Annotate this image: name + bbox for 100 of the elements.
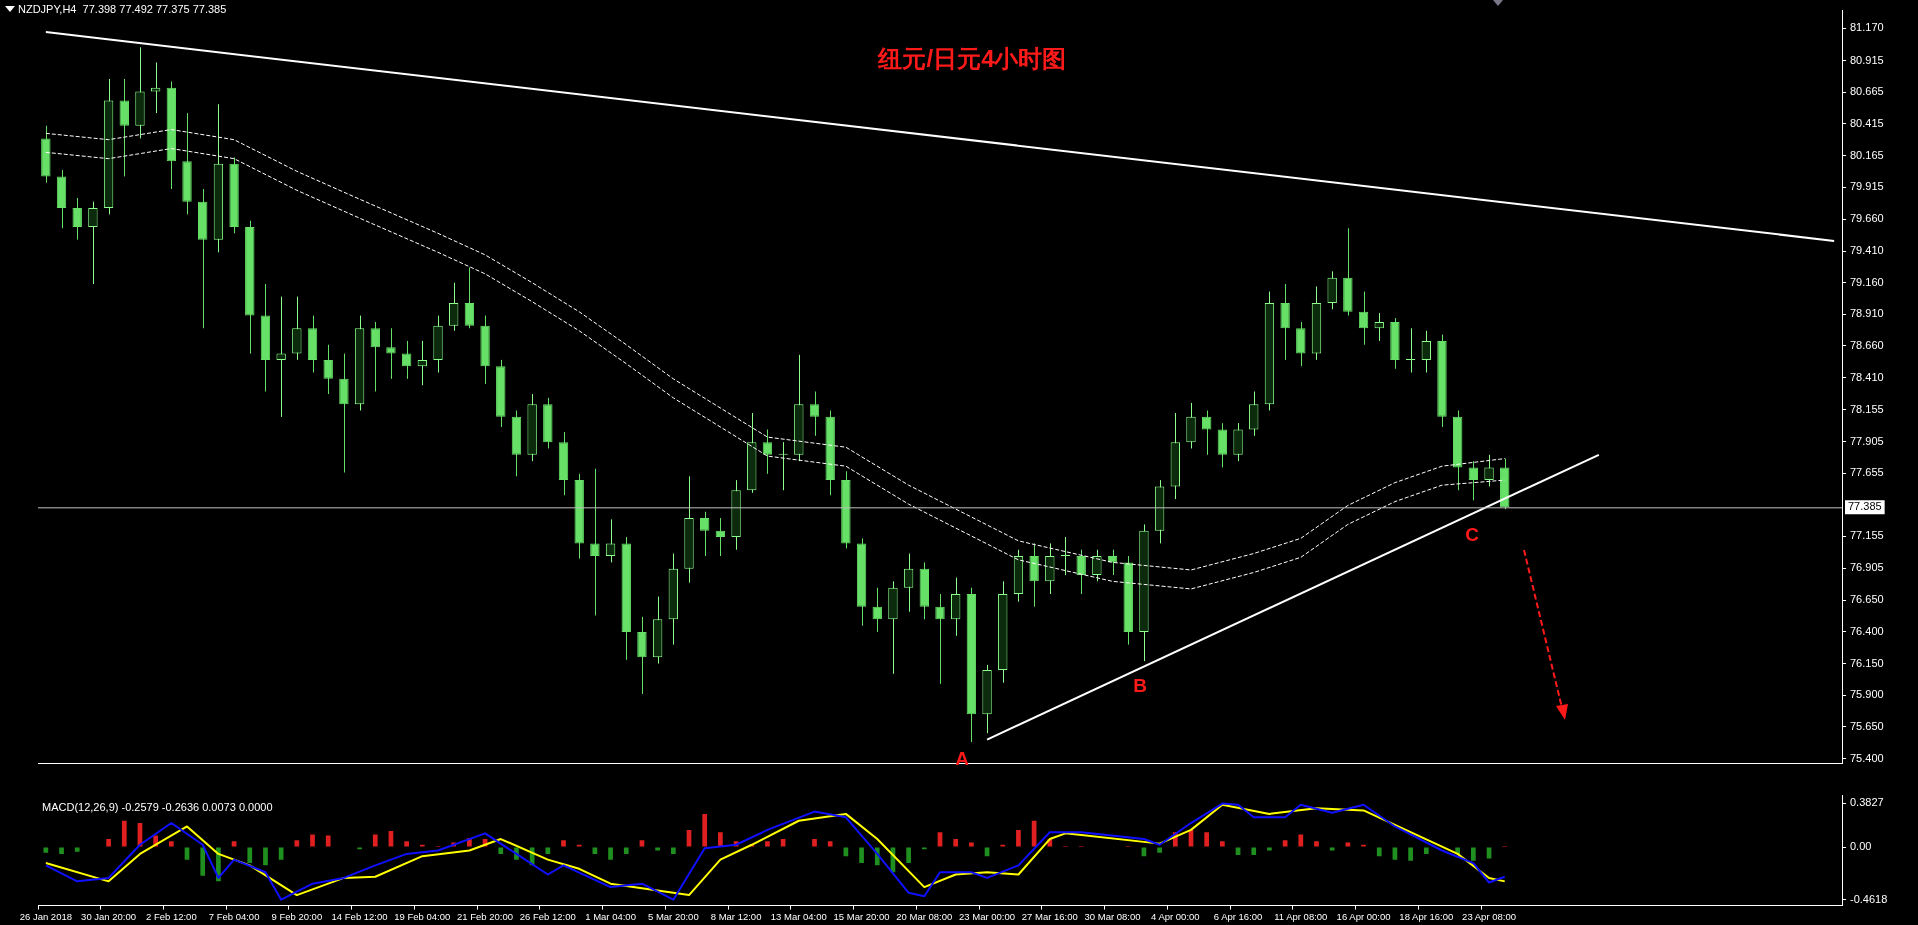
y-tick-label: 78.660 [1850, 339, 1884, 351]
bar [623, 847, 629, 854]
bar [1423, 847, 1429, 854]
bar [953, 839, 959, 847]
bar [168, 841, 174, 847]
bar [1314, 841, 1319, 847]
candlestick [276, 296, 286, 418]
y-tick-label: 0.3827 [1850, 796, 1884, 809]
candlestick [88, 201, 98, 285]
annotation: C [1465, 524, 1480, 546]
bar [780, 839, 786, 847]
candlestick [1233, 422, 1243, 462]
candlestick [370, 321, 380, 393]
x-tick-label: 18 Apr 16:00 [1399, 910, 1454, 922]
bar [859, 847, 864, 864]
y-tick-label: 78.410 [1850, 370, 1884, 383]
y-tick-label: 76.650 [1850, 593, 1884, 606]
bar [1345, 842, 1351, 847]
candlestick [903, 553, 914, 613]
x-tick-label: 16 Apr 00:00 [1336, 910, 1391, 922]
y-tick-label: 75.650 [1850, 719, 1884, 732]
bar [906, 847, 911, 864]
candlestick [590, 468, 600, 617]
y-tick-label: 0.00 [1850, 840, 1872, 853]
candlestick [1249, 391, 1259, 437]
candlestick [323, 344, 333, 395]
candlestick [150, 61, 161, 114]
bar [59, 847, 64, 854]
candlestick [699, 511, 710, 557]
bar [1204, 832, 1210, 847]
candlestick [950, 577, 961, 637]
x-tick-label: 7 Feb 04:00 [208, 910, 260, 922]
candlestick [809, 391, 820, 437]
y-tick-label: 79.660 [1850, 212, 1884, 225]
bar [404, 841, 409, 847]
candlestick [292, 296, 302, 361]
x-tick-label: 8 Mar 12:00 [710, 910, 762, 922]
candlestick [72, 197, 82, 241]
bar [608, 847, 613, 860]
bar [765, 841, 770, 847]
y-tick-label: 78.910 [1850, 307, 1884, 320]
bar [1408, 847, 1413, 861]
bar [498, 847, 504, 854]
candlestick [1092, 549, 1102, 582]
chart-title: MACD(12,26,9) -0.2579 -0.2636 0.0073 0.0000 [42, 800, 273, 813]
candlestick [1217, 422, 1228, 468]
y-tick-label: -0.4618 [1850, 892, 1888, 905]
candlestick [449, 282, 459, 332]
candlestick [637, 616, 647, 695]
bar [74, 847, 80, 852]
bar [247, 847, 253, 864]
bar [1298, 834, 1304, 847]
x-tick-label: 5 Mar 20:00 [647, 910, 699, 922]
x-tick-label: 26 Feb 12:00 [519, 910, 576, 922]
bar [1376, 847, 1382, 857]
candlestick [1029, 542, 1039, 608]
bar [231, 841, 237, 847]
bar [1282, 840, 1288, 847]
ref-line-label: 77.385 [1848, 500, 1882, 513]
x-tick-label: 1 Mar 04:00 [585, 910, 636, 922]
y-tick-label: 76.400 [1850, 625, 1884, 638]
candlestick [762, 429, 773, 475]
x-tick-label: 14 Feb 12:00 [331, 910, 388, 922]
x-tick-label: 15 Mar 20:00 [833, 910, 890, 922]
y-tick-label: 78.155 [1850, 402, 1884, 415]
y-tick-label: 80.165 [1850, 148, 1884, 161]
bar [812, 839, 817, 847]
bar [1157, 847, 1162, 853]
y-tick-label: 75.900 [1850, 688, 1884, 701]
candlestick [464, 267, 475, 329]
bar [278, 847, 284, 860]
x-tick-label: 11 Apr 08:00 [1274, 910, 1328, 922]
bar [310, 834, 315, 847]
chart-subtitle: NZDJPY,H4 77.398 77.492 77.375 77.385 [18, 3, 227, 16]
bar [561, 840, 566, 847]
x-tick-label: 26 Jan 2018 [19, 910, 72, 922]
candlestick [1076, 549, 1086, 595]
y-tick-label: 77.155 [1850, 529, 1884, 542]
bar [1016, 829, 1021, 847]
candlestick [1405, 327, 1416, 374]
x-tick-label: 6 Apr 16:00 [1213, 910, 1263, 922]
candlestick [1296, 321, 1306, 367]
text: 纽元/日元4小时图 [877, 44, 1067, 72]
candlestick [386, 327, 396, 380]
candlestick [119, 78, 129, 177]
y-tick-label: 76.150 [1850, 656, 1884, 669]
x-tick-label: 13 Mar 04:00 [770, 910, 827, 922]
y-tick-label: 79.160 [1850, 275, 1884, 288]
candlestick [1186, 402, 1196, 449]
x-tick-label: 23 Apr 08:00 [1462, 910, 1516, 922]
candlestick [935, 593, 945, 685]
x-tick-label: 19 Feb 04:00 [394, 910, 451, 922]
bar [670, 847, 676, 854]
bar [263, 847, 268, 866]
annotation: B [1133, 675, 1147, 697]
bar [200, 847, 206, 876]
bar [106, 839, 111, 847]
candlestick [1045, 542, 1055, 595]
x-tick-label: 4 Apr 00:00 [1151, 910, 1200, 922]
y-tick-label: 81.170 [1850, 21, 1884, 34]
